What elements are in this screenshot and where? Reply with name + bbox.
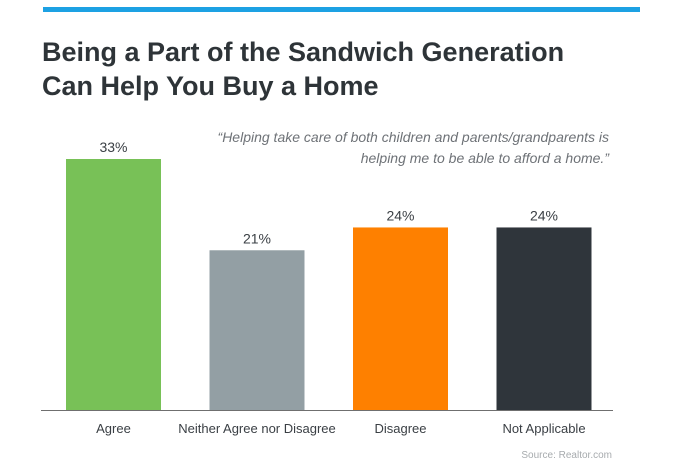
data-label: 24%: [386, 207, 414, 223]
data-label: 24%: [530, 207, 558, 223]
data-label: 21%: [243, 230, 271, 246]
quote-line-1: “Helping take care of both children and …: [217, 129, 609, 145]
bar-disagree: [353, 227, 448, 410]
bar-agree: [66, 159, 161, 410]
title-line-2: Can Help You Buy a Home: [42, 71, 379, 101]
title-line-1: Being a Part of the Sandwich Generation: [42, 37, 565, 67]
source-note: Source: Realtor.com: [521, 450, 612, 461]
data-label: 33%: [99, 139, 127, 155]
category-label: Agree: [96, 421, 131, 436]
bar-not-applicable: [496, 227, 592, 410]
top-accent-bar: [43, 7, 640, 12]
survey-quote: “Helping take care of both children and …: [139, 127, 609, 169]
category-label: Disagree: [374, 421, 426, 436]
bar-neither-agree-nor-disagree: [209, 250, 305, 410]
category-label: Neither Agree nor Disagree: [178, 421, 336, 436]
category-label: Not Applicable: [502, 421, 585, 436]
quote-line-2: helping me to be able to afford a home.”: [360, 150, 609, 166]
chart-title: Being a Part of the Sandwich Generation …: [42, 35, 642, 103]
